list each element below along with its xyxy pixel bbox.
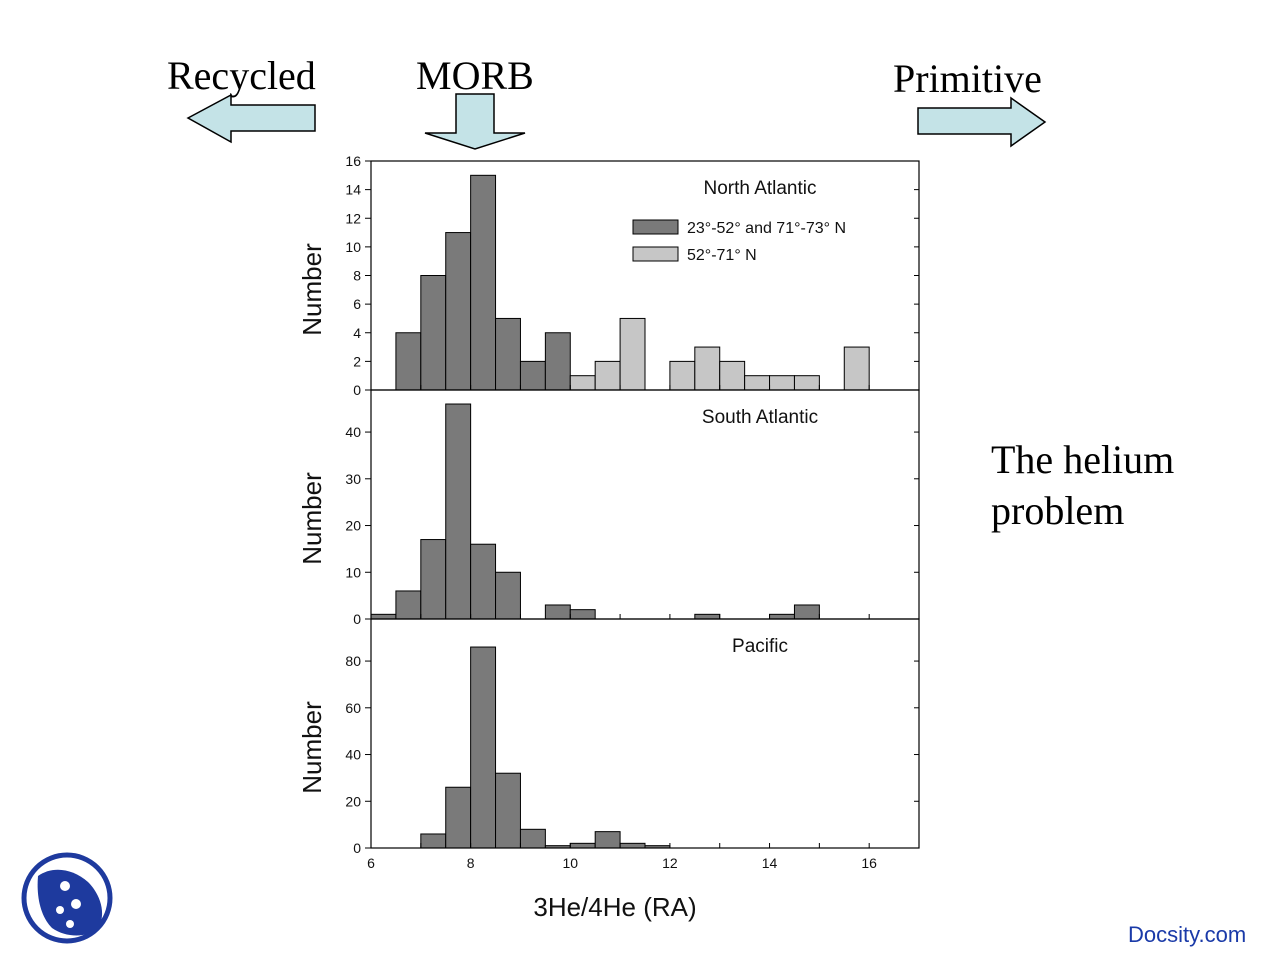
bar-p0-s1-4 [694, 346, 721, 391]
docsity-watermark[interactable]: Docsity.com [1128, 922, 1247, 947]
bar-p0-s0-0 [395, 332, 422, 391]
side-caption: The helium problem [991, 437, 1175, 533]
bar-p2-s0-8 [619, 842, 646, 849]
bar-p0-s1-7 [769, 375, 795, 391]
ytick-label-0-8: 16 [345, 153, 361, 169]
ytick-label-0-3: 6 [353, 296, 361, 312]
bar-p1-s0-8 [694, 613, 721, 620]
ytick-label-0-7: 14 [345, 182, 361, 198]
bar-p0-s1-5 [719, 360, 746, 391]
bar-p0-s1-9 [843, 346, 870, 391]
panel-title-2: Pacific [732, 636, 788, 657]
down-arrow-icon [424, 93, 526, 150]
ylabel-0: Number [297, 243, 327, 336]
bar-p0-s0-4 [495, 317, 521, 391]
xtick-label-1: 8 [467, 855, 475, 871]
xtick-label-4: 14 [762, 855, 778, 871]
bar-p2-s0-0 [420, 833, 447, 849]
bar-p1-s0-6 [544, 604, 571, 620]
ytick-label-0-4: 8 [353, 268, 361, 284]
bar-p1-s0-7 [569, 609, 596, 620]
bar-p2-s0-7 [594, 831, 621, 849]
ytick-label-0-1: 2 [353, 353, 361, 369]
panel-title-0: North Atlantic [704, 178, 817, 199]
bar-p1-s0-1 [395, 590, 422, 620]
ytick-label-2-1: 20 [345, 793, 361, 809]
ytick-label-2-3: 60 [345, 700, 361, 716]
bar-p2-s0-2 [470, 646, 497, 849]
docsity-logo-icon [21, 852, 113, 944]
bar-p2-s0-4 [519, 828, 546, 849]
panel-frame-2 [370, 618, 920, 849]
recycled-label: Recycled [167, 53, 316, 98]
bar-p2-s0-1 [445, 786, 472, 849]
ytick-label-2-2: 40 [345, 747, 361, 763]
ylabel-2: Number [297, 701, 327, 794]
bar-p0-s1-6 [744, 375, 771, 391]
ytick-label-0-5: 10 [345, 239, 361, 255]
bar-p0-s1-1 [594, 360, 621, 391]
bar-p1-s0-4 [470, 543, 497, 620]
bar-p0-s1-8 [793, 375, 820, 391]
bar-p2-s0-3 [495, 772, 521, 849]
bar-p1-s0-0 [370, 613, 397, 620]
xlabel: 3He/4He (RA) [533, 892, 696, 922]
bar-p0-s1-0 [569, 375, 596, 391]
bar-p1-s0-9 [769, 613, 795, 620]
ytick-label-1-1: 10 [345, 564, 361, 580]
ytick-label-0-2: 4 [353, 325, 361, 341]
bar-p2-s0-6 [569, 842, 596, 849]
ytick-label-1-2: 20 [345, 518, 361, 534]
xtick-label-3: 12 [662, 855, 678, 871]
bar-p1-s0-2 [420, 539, 447, 620]
bar-p0-s0-1 [420, 275, 447, 391]
ytick-label-1-3: 30 [345, 471, 361, 487]
bar-p0-s0-6 [544, 332, 571, 391]
xtick-label-0: 6 [367, 855, 375, 871]
bar-p0-s0-3 [470, 174, 497, 391]
bar-p1-s0-3 [445, 403, 472, 620]
bar-p0-s1-2 [619, 317, 646, 391]
xtick-label-5: 16 [861, 855, 877, 871]
bar-p0-s1-3 [669, 360, 696, 391]
legend-swatch-0-1 [632, 246, 679, 262]
morb-label: MORB [416, 53, 534, 98]
panel-title-1: South Atlantic [702, 407, 818, 428]
bar-p1-s0-10 [793, 604, 820, 620]
ytick-label-1-4: 40 [345, 424, 361, 440]
legend-label-0-1: 52°-71° N [687, 247, 757, 264]
helium-histogram-chart: 0 2 4 6 8 10 12 14 16 Number North Atlantic 23°-52°… [297, 153, 920, 922]
ytick-label-0-6: 12 [345, 210, 361, 226]
ytick-label-2-0: 0 [353, 840, 361, 856]
bar-p0-s0-2 [445, 232, 472, 391]
ylabel-1: Number [297, 472, 327, 565]
right-arrow-icon [917, 96, 1047, 148]
bar-p0-s0-5 [519, 360, 546, 391]
ytick-label-0-0: 0 [353, 382, 361, 398]
xtick-label-2: 10 [562, 855, 578, 871]
ytick-label-2-4: 80 [345, 653, 361, 669]
left-arrow-icon [186, 93, 316, 144]
primitive-label: Primitive [893, 56, 1042, 101]
bar-p1-s0-5 [495, 571, 521, 620]
legend-label-0-0: 23°-52° and 71°-73° N [687, 220, 846, 237]
legend-swatch-0-0 [632, 219, 679, 235]
ytick-label-1-0: 0 [353, 611, 361, 627]
